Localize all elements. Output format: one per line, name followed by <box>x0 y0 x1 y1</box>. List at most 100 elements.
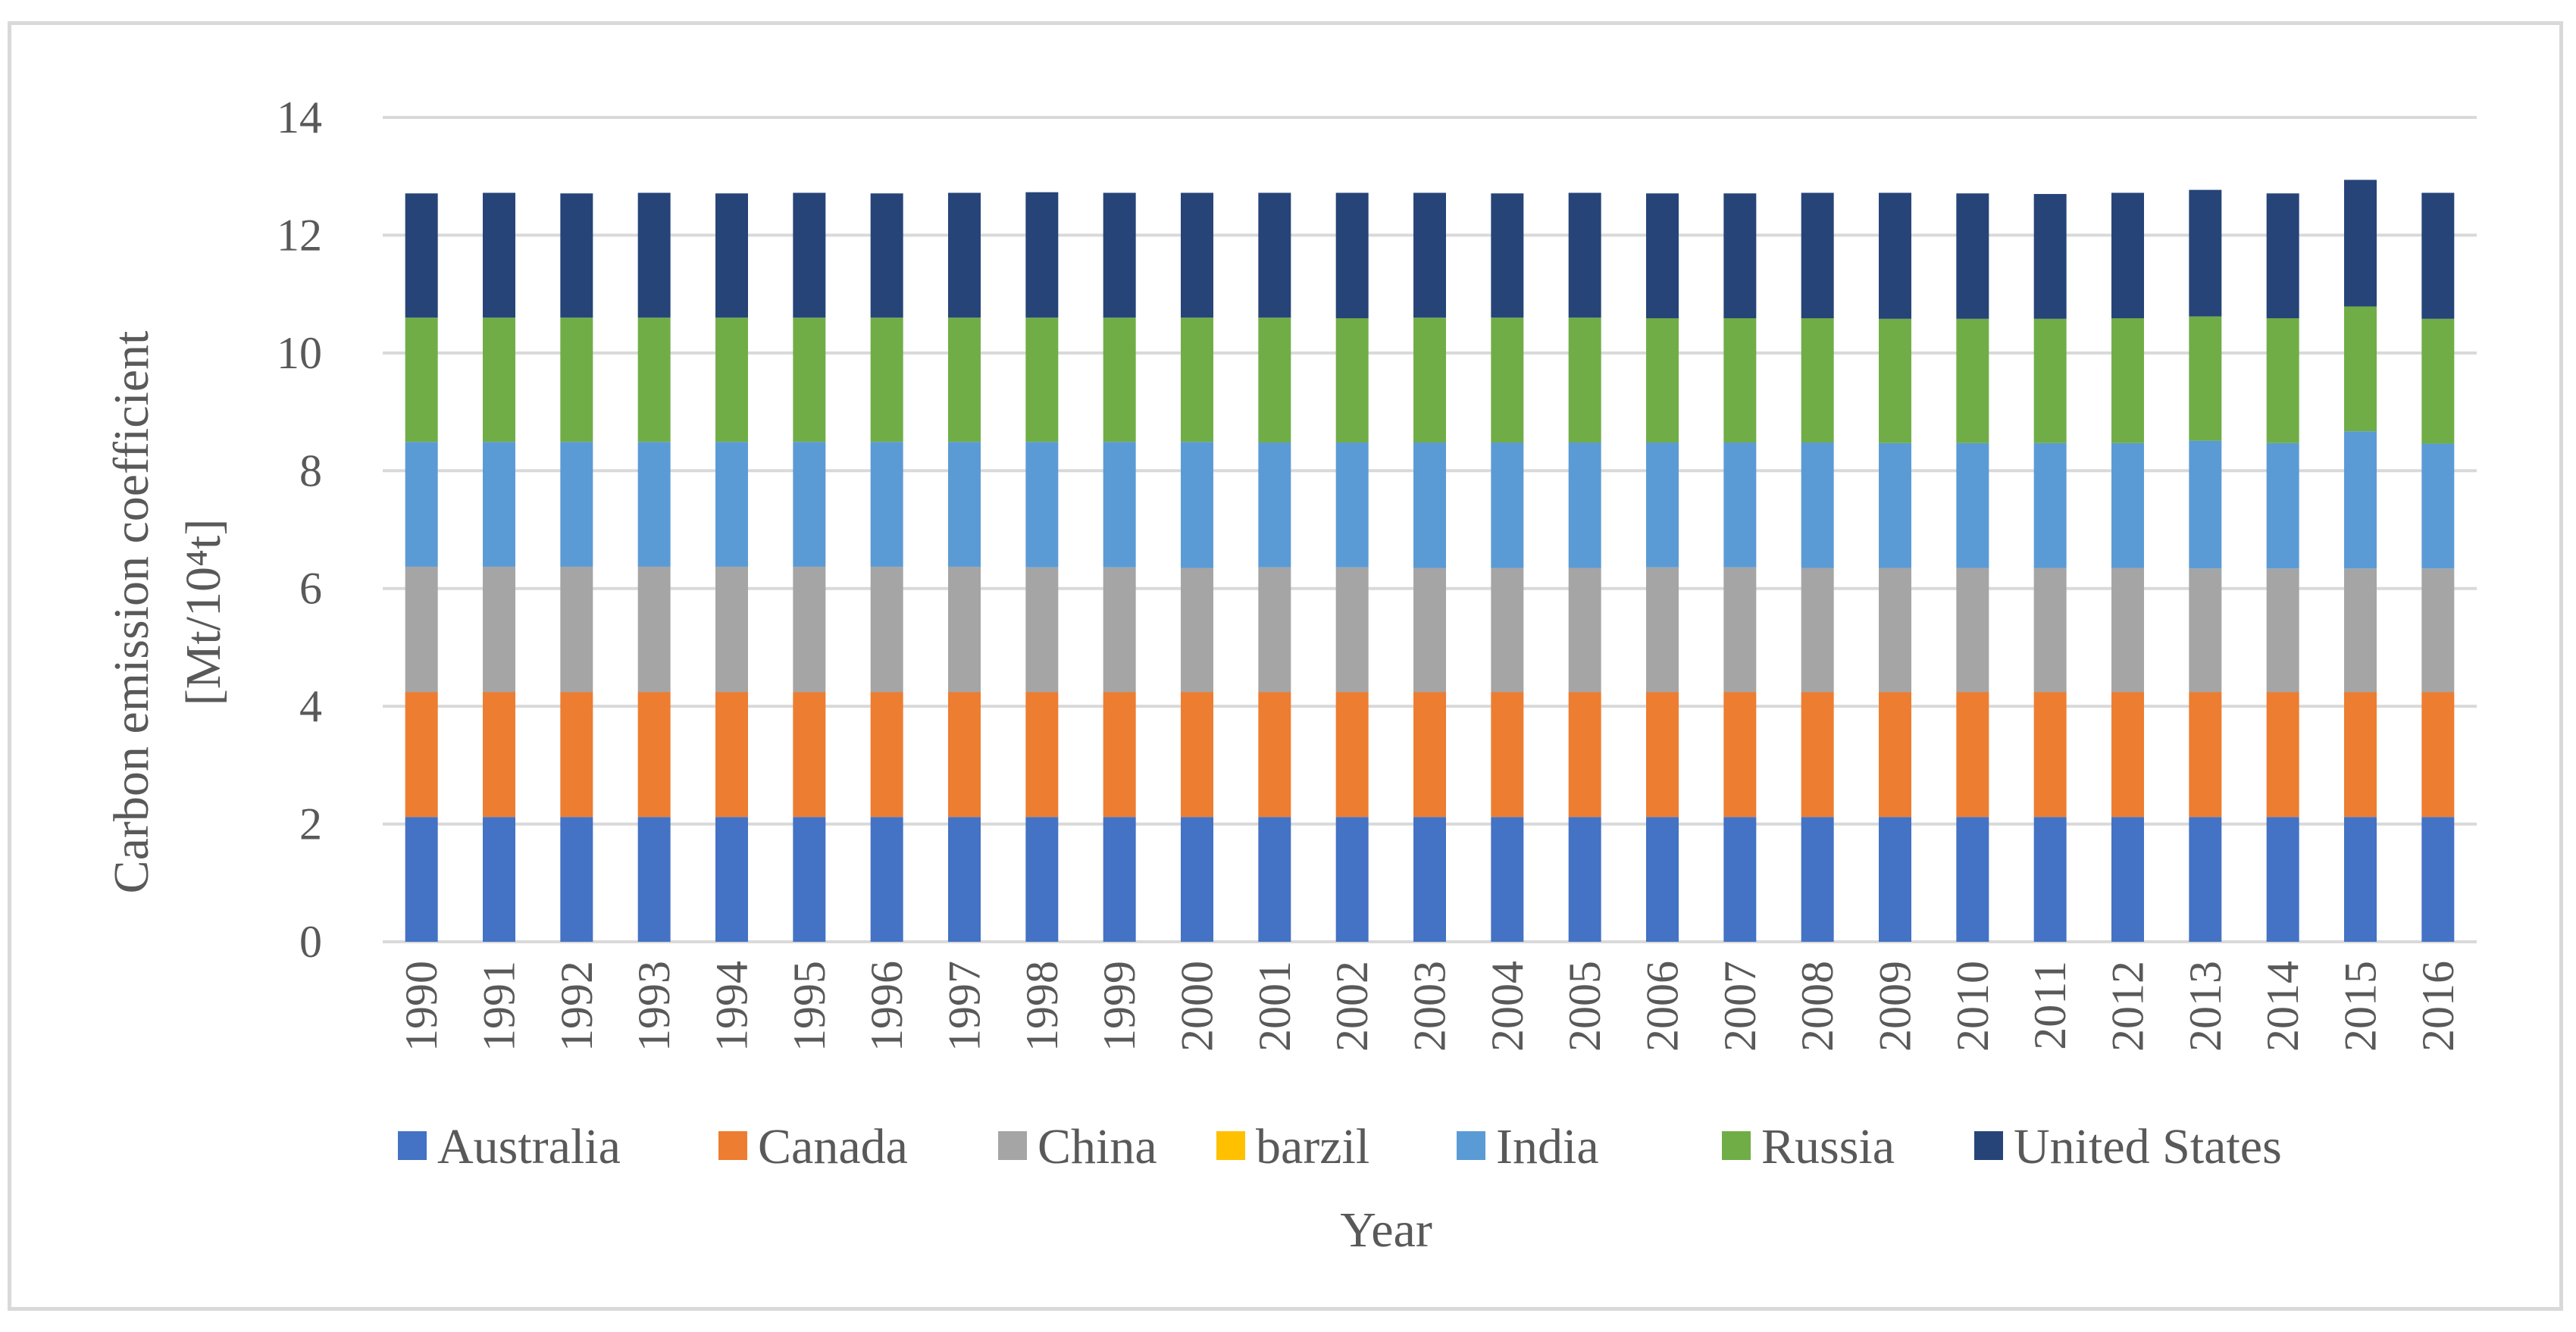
bar-segment <box>2266 318 2299 443</box>
bar-segment <box>2421 443 2455 569</box>
x-tick-label: 1997 <box>940 961 990 1052</box>
bar-segment <box>2266 817 2299 942</box>
bar-segment <box>2033 442 2067 568</box>
bar-segment <box>870 817 903 942</box>
bar-segment <box>1258 317 1291 442</box>
bar-segment <box>793 692 826 818</box>
bar-segment <box>2344 817 2377 942</box>
bar-segment <box>2111 568 2144 693</box>
legend-swatch <box>398 1131 427 1160</box>
x-tick-label: 2015 <box>2336 961 2386 1052</box>
bar-segment <box>405 193 438 318</box>
legend-label: India <box>1496 1119 1599 1174</box>
bar-segment <box>1723 318 1757 442</box>
bar-segment <box>1879 192 1911 319</box>
bar-segment <box>560 817 593 942</box>
bar-segment <box>2189 189 2222 317</box>
bar-segment <box>1801 568 1834 693</box>
legend-label: China <box>1038 1119 1157 1174</box>
bar-segment <box>1181 692 1213 818</box>
bar-segment <box>948 817 981 942</box>
y-tick-label: 14 <box>277 92 322 142</box>
bar-segment <box>1258 567 1291 693</box>
bar-segment <box>793 566 826 693</box>
bar-segment <box>2111 192 2144 319</box>
bar-segment <box>2111 318 2144 443</box>
bar-segment <box>1025 317 1059 442</box>
y-tick-label: 8 <box>299 446 322 496</box>
bar-segment <box>2344 692 2377 818</box>
bar-segment <box>1413 317 1446 442</box>
bar-segment <box>1568 692 1601 818</box>
bar-segment <box>1801 817 1834 942</box>
x-tick-label: 1993 <box>629 961 679 1052</box>
bar-segment <box>715 193 748 318</box>
bar-segment <box>715 442 748 567</box>
bar-segment <box>1646 442 1679 568</box>
bar-segment <box>405 317 438 442</box>
bar-segment <box>2189 817 2222 942</box>
bar-segment <box>715 692 748 818</box>
bar-segment <box>1181 568 1213 693</box>
bar-segment <box>1646 692 1679 818</box>
bar-segment <box>1879 442 1911 568</box>
bar-segment <box>870 692 903 818</box>
x-tick-labels: 1990 1991 1992 1993 1994 1995 1996 1997 1998 1999… <box>396 961 2463 1052</box>
y-axis-title-line2: [Mt/10⁴t] <box>176 519 231 706</box>
bar-segment <box>1568 317 1601 442</box>
x-tick-label: 2003 <box>1405 961 1455 1052</box>
bar-segment <box>1801 318 1834 442</box>
bar-segment <box>1801 692 1834 818</box>
y-tick-label: 12 <box>277 210 322 260</box>
bar-segment <box>483 317 515 442</box>
x-tick-label: 2009 <box>1870 961 1920 1052</box>
x-tick-label: 1994 <box>707 961 757 1052</box>
legend-swatch <box>1722 1131 1751 1160</box>
bar-segment <box>560 442 593 567</box>
legend-swatch <box>1974 1131 2003 1160</box>
y-tick-label: 6 <box>299 564 322 614</box>
bar-segment <box>2421 318 2455 444</box>
bar-segment <box>637 317 671 442</box>
x-tick-label: 2008 <box>1792 961 1842 1052</box>
bar-segment <box>715 817 748 942</box>
bar-segment <box>1646 567 1679 693</box>
bar-segment <box>1491 817 1524 942</box>
bar-segment <box>2033 817 2067 942</box>
x-tick-label: 2005 <box>1560 961 1610 1052</box>
bar-segment <box>2189 692 2222 818</box>
bar-segment <box>1025 692 1059 818</box>
legend-label: Russia <box>1761 1119 1895 1174</box>
y-tick-label: 2 <box>299 799 322 849</box>
bar-segment <box>2033 568 2067 693</box>
bar-segment <box>1723 442 1757 568</box>
bar-segment <box>2033 692 2067 818</box>
bar-segment <box>1956 193 1989 319</box>
bar-segment <box>2421 192 2455 319</box>
x-tick-label: 1992 <box>552 961 602 1052</box>
bar-segment <box>2266 568 2299 693</box>
bar-segment <box>1258 192 1291 318</box>
bar-segment <box>870 442 903 567</box>
bar-segment <box>2189 316 2222 441</box>
legend: Australia Canada China barzil India Russia Uni… <box>398 1119 2282 1174</box>
bar-segment <box>637 192 671 318</box>
x-tick-label: 1996 <box>862 961 912 1052</box>
bar-segment <box>483 692 515 818</box>
bar-segment <box>2266 442 2299 569</box>
bar-segment <box>1568 568 1601 693</box>
bar-segment <box>870 193 903 318</box>
bar-segment <box>1646 318 1679 442</box>
bar-segment <box>1956 692 1989 818</box>
bar-segment <box>1335 567 1369 693</box>
bar-segment <box>1181 442 1213 568</box>
bar-segment <box>1335 817 1369 942</box>
bar-segment <box>1181 192 1213 318</box>
y-tick-label: 10 <box>277 328 322 378</box>
x-tick-label: 2013 <box>2180 961 2230 1052</box>
legend-swatch <box>998 1131 1027 1160</box>
bar-segment <box>560 317 593 442</box>
bar-segment <box>2189 440 2222 569</box>
x-tick-label: 1999 <box>1094 961 1144 1052</box>
bar-segment <box>1956 568 1989 693</box>
